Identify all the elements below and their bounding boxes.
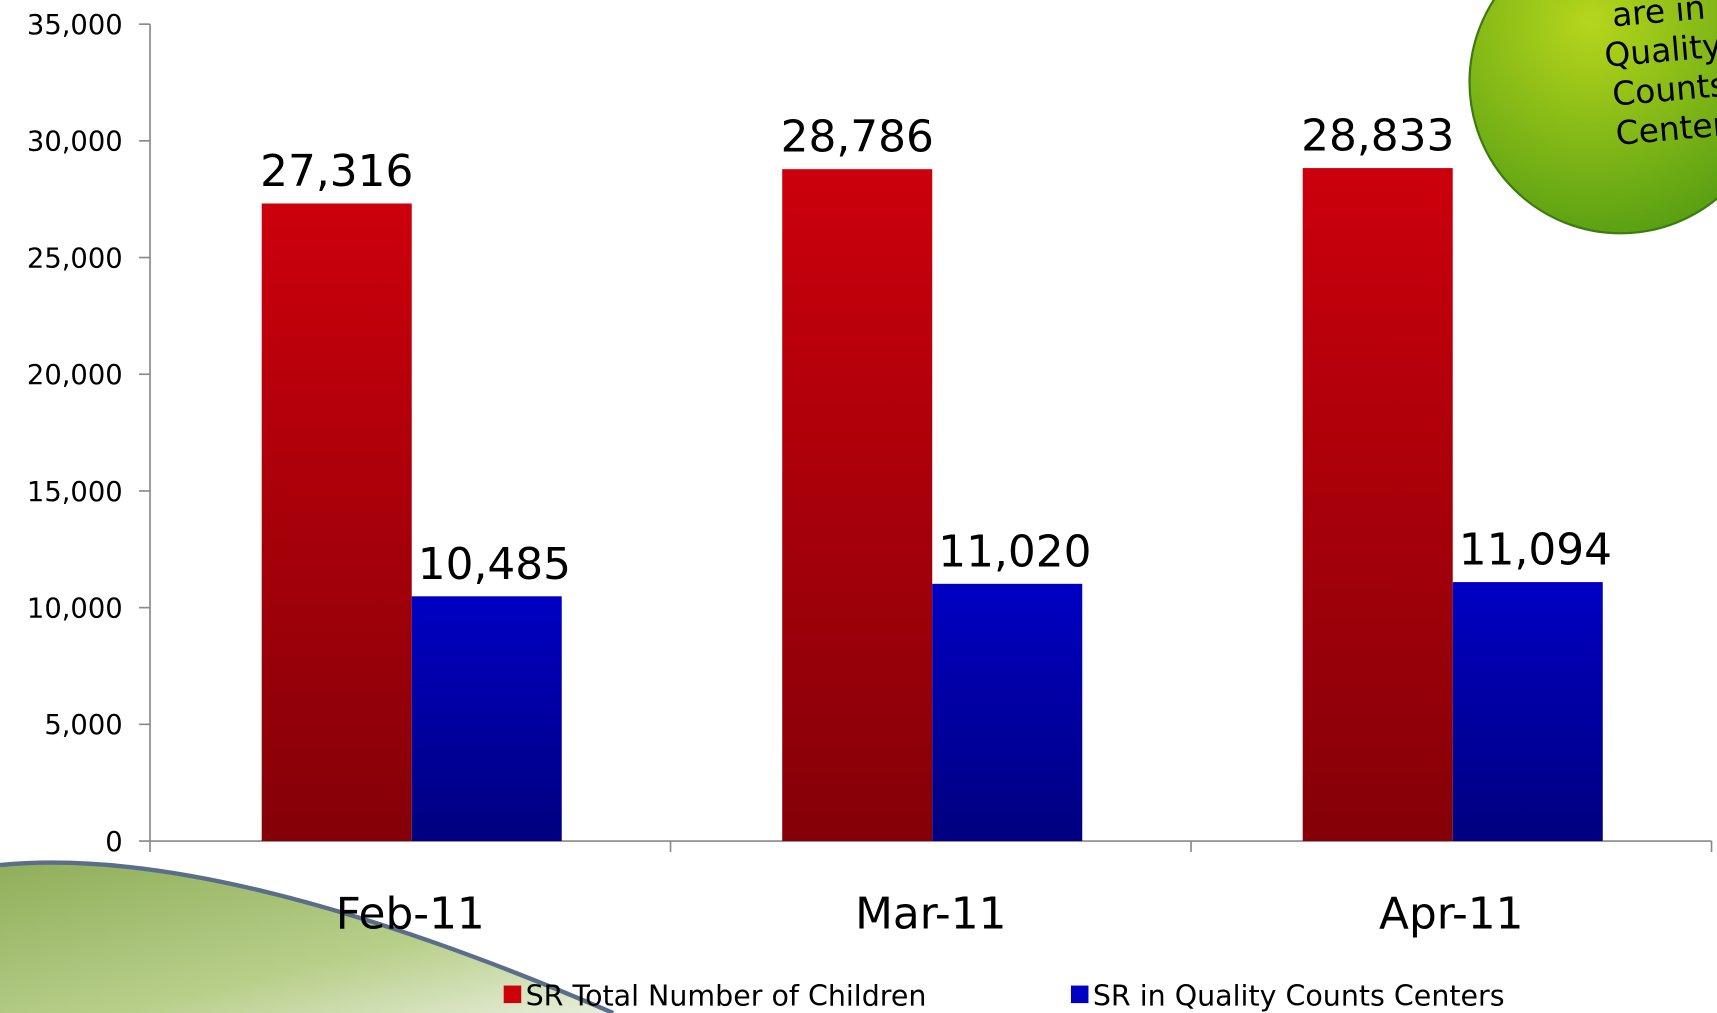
data-label: 27,316 xyxy=(260,146,413,197)
y-tick-label: 0 xyxy=(105,827,122,858)
callout-bubble xyxy=(1468,0,1717,235)
legend-label: SR Total Number of Children xyxy=(526,979,927,1012)
decoration xyxy=(0,862,614,1013)
x-tick-label: Feb-11 xyxy=(336,889,485,940)
bar xyxy=(411,596,562,842)
y-tick-label: 5,000 xyxy=(44,710,122,741)
bar xyxy=(782,169,933,842)
x-tick-label: Mar-11 xyxy=(855,889,1006,940)
bar xyxy=(1452,582,1603,842)
bar xyxy=(261,203,412,842)
y-tick-label: 10,000 xyxy=(27,593,123,624)
y-tick-label: 30,000 xyxy=(27,127,123,158)
data-label: 28,786 xyxy=(781,112,934,163)
legend-swatch xyxy=(503,985,522,1004)
decoration xyxy=(0,860,615,1013)
bar xyxy=(932,583,1083,842)
legend-swatch xyxy=(1070,985,1089,1004)
data-label: 10,485 xyxy=(418,539,571,590)
callout-line: Counts xyxy=(1611,66,1717,114)
y-tick-label: 35,000 xyxy=(27,10,123,41)
y-tick-label: 15,000 xyxy=(27,477,123,508)
x-tick-label: Apr-11 xyxy=(1379,889,1524,940)
data-label: 11,094 xyxy=(1459,525,1612,576)
y-tick-label: 20,000 xyxy=(27,360,123,391)
data-label: 11,020 xyxy=(938,526,1091,577)
bar xyxy=(1302,168,1453,842)
data-label: 28,833 xyxy=(1301,111,1454,162)
legend-label: SR in Quality Counts Centers xyxy=(1093,979,1505,1012)
y-tick-label: 25,000 xyxy=(27,243,123,274)
